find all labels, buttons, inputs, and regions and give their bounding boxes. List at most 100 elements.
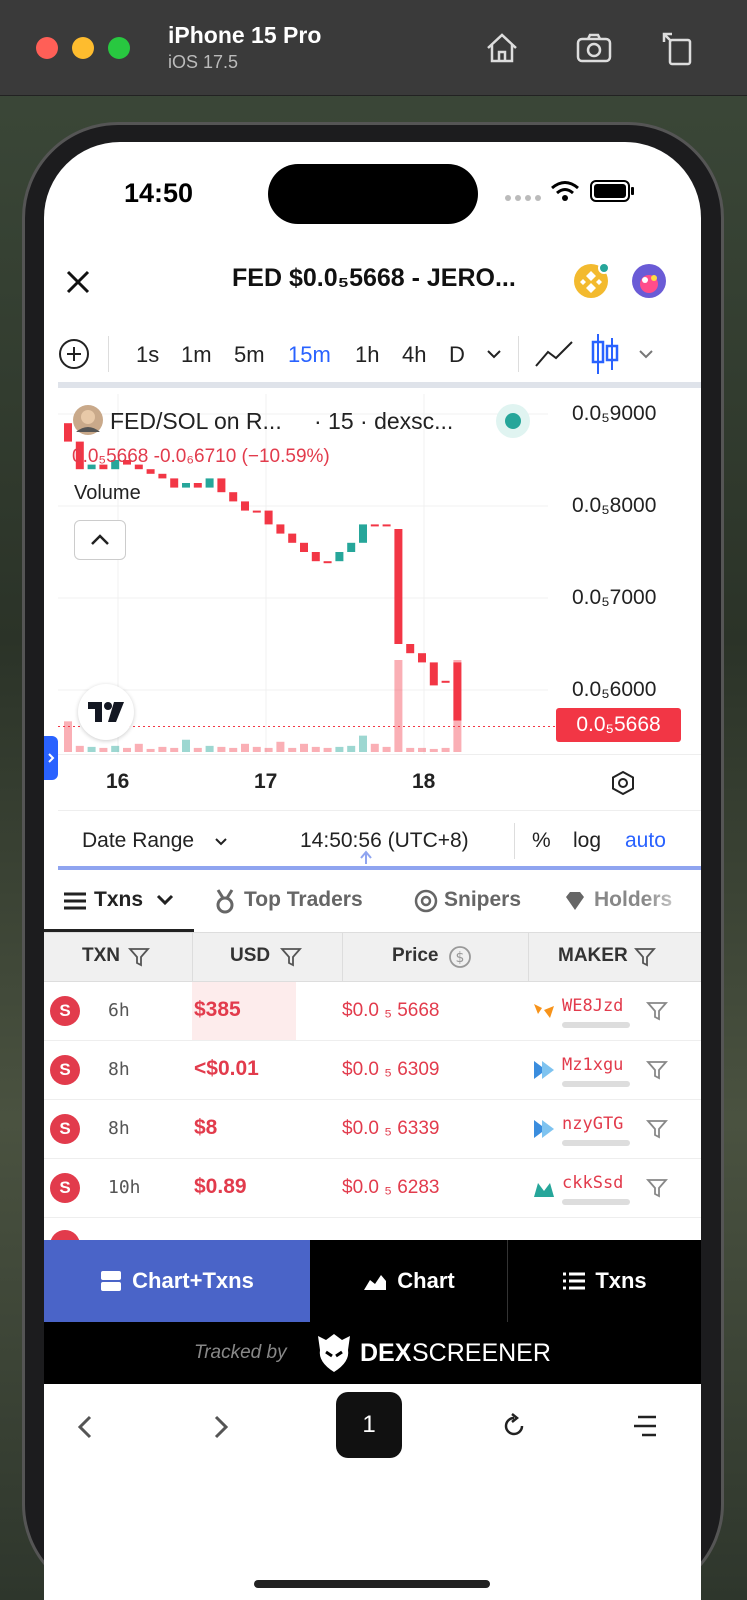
dexscreener-logo-icon (318, 1334, 350, 1372)
filter-icon[interactable] (634, 946, 656, 968)
volume-label: Volume (74, 482, 141, 504)
close-icon[interactable] (64, 268, 92, 296)
forward-icon[interactable] (212, 1414, 230, 1440)
tab-txns[interactable]: Txns (44, 870, 194, 932)
candlestick-chart[interactable] (58, 394, 701, 814)
tab-switcher-button[interactable]: 1 (336, 1392, 402, 1458)
volume-bar (134, 743, 143, 752)
tradingview-logo[interactable] (78, 684, 134, 740)
line-chart-type-icon[interactable] (534, 338, 574, 370)
volume-bar (75, 745, 84, 752)
table-row[interactable]: S 6h $385 $0.0 ₅ 5668 WE8Jzd (44, 982, 701, 1041)
date-range-button[interactable]: Date Range (82, 829, 195, 852)
table-row[interactable]: S 8h $8 $0.0 ₅ 6339 nzyGTG (44, 1100, 701, 1159)
filter-icon[interactable] (646, 1059, 668, 1081)
rotate-icon[interactable] (658, 28, 698, 68)
auto-scale-toggle[interactable]: auto (625, 829, 666, 852)
percent-scale-toggle[interactable]: % (532, 829, 551, 852)
timeframe-D[interactable]: D (449, 342, 465, 367)
maker-underline (562, 1199, 630, 1205)
chevron-right-icon (48, 753, 55, 763)
wifi-icon (551, 181, 579, 201)
price-axis-label: 0.0₅7000 (572, 586, 657, 609)
collapse-legend-button[interactable] (74, 520, 126, 560)
tab-chart-txns[interactable]: Chart+Txns (44, 1240, 310, 1322)
tracked-by-banner: Tracked by DEX SCREENER (44, 1322, 701, 1384)
candle (323, 561, 332, 564)
volume-bar (158, 746, 167, 752)
chart-settings-icon[interactable] (610, 770, 636, 796)
candle (111, 460, 120, 470)
volume-bar (64, 721, 72, 752)
resize-handle-icon[interactable] (358, 850, 374, 886)
home-icon[interactable] (482, 28, 522, 68)
screener-wordmark: SCREENER (412, 1339, 551, 1367)
timeframe-5m[interactable]: 5m (234, 342, 265, 367)
tab-txns-only[interactable]: Txns (509, 1240, 701, 1322)
sidebar-toggle-handle[interactable] (44, 736, 58, 780)
filter-icon[interactable] (280, 946, 302, 968)
filter-icon[interactable] (646, 1118, 668, 1140)
txn-price: $0.0 ₅ 6339 (342, 1118, 440, 1139)
tab-label: Chart (397, 1268, 455, 1293)
list-icon (563, 1272, 586, 1290)
tab-chart[interactable]: Chart (311, 1240, 508, 1322)
tradingview-icon (88, 702, 124, 722)
back-icon[interactable] (76, 1414, 94, 1440)
txn-maker[interactable]: Mz1xgu (562, 1055, 624, 1075)
timeframe-1m[interactable]: 1m (181, 342, 212, 367)
tab-snipers[interactable]: Snipers (444, 888, 522, 911)
dex-wordmark: DEX (360, 1339, 412, 1367)
user-avatar-icon[interactable] (630, 262, 668, 300)
volume-bar (288, 747, 297, 752)
area-chart-icon (364, 1275, 387, 1290)
chevron-down-icon[interactable] (486, 348, 502, 360)
chevron-down-icon[interactable] (638, 348, 654, 360)
home-indicator (254, 1580, 490, 1588)
dex-blue-icon (534, 1061, 554, 1079)
txn-maker[interactable]: nzyGTG (562, 1114, 624, 1134)
candle (276, 524, 285, 534)
resize-divider[interactable] (58, 866, 701, 870)
txn-age: 8h (108, 1118, 130, 1139)
dollar-toggle-icon[interactable]: $ (448, 945, 472, 969)
timeframe-1h[interactable]: 1h (355, 342, 380, 367)
candle (382, 524, 391, 527)
timeframe-1s[interactable]: 1s (136, 342, 160, 367)
candle (229, 492, 238, 502)
table-row[interactable]: S 8h <$0.01 $0.0 ₅ 6309 Mz1xgu (44, 1041, 701, 1100)
volume-bar (123, 747, 131, 752)
filter-icon[interactable] (646, 1000, 668, 1022)
sell-badge (50, 1230, 80, 1240)
zoom-window-button[interactable] (108, 37, 130, 59)
add-indicator-icon[interactable] (58, 338, 90, 370)
price-chart[interactable]: FED/SOL on R... · 15 · dexsc... 0.0₅5668… (58, 394, 701, 814)
timeframe-4h[interactable]: 4h (402, 342, 427, 367)
table-row[interactable]: S 10h $0.89 $0.0 ₅ 6283 ckkSsd (44, 1159, 701, 1218)
chevron-down-icon (215, 838, 227, 846)
simulator-title-bar: iPhone 15 Pro iOS 17.5 (0, 0, 747, 96)
tab-label: Txns (595, 1268, 647, 1293)
minimize-window-button[interactable] (72, 37, 94, 59)
timeframe-toolbar: 1s 1m 5m 15m 1h 4h D (44, 322, 701, 384)
battery-icon (590, 180, 634, 202)
reload-icon[interactable] (500, 1412, 528, 1440)
volume-bar (418, 747, 426, 752)
volume-bar (406, 747, 415, 752)
txn-maker[interactable]: WE8Jzd (562, 996, 624, 1016)
screenshot-icon[interactable] (574, 28, 614, 68)
sell-badge: S (50, 1055, 80, 1085)
timeframe-15m[interactable]: 15m (288, 342, 331, 367)
tab-top-traders[interactable]: Top Traders (244, 888, 363, 911)
txn-usd: $0.89 (194, 1175, 247, 1198)
filter-icon[interactable] (646, 1177, 668, 1199)
menu-icon[interactable] (632, 1414, 658, 1438)
log-scale-toggle[interactable]: log (573, 829, 602, 852)
device-name: iPhone 15 Pro (168, 22, 322, 48)
close-window-button[interactable] (36, 37, 58, 59)
filter-icon[interactable] (128, 946, 150, 968)
chart-range-bar: Date Range 14:50:56 (UTC+8) % log auto (58, 810, 701, 870)
candle (87, 464, 96, 470)
txn-maker[interactable]: ckkSsd (562, 1173, 624, 1193)
candle-chart-type-icon[interactable] (590, 332, 620, 376)
